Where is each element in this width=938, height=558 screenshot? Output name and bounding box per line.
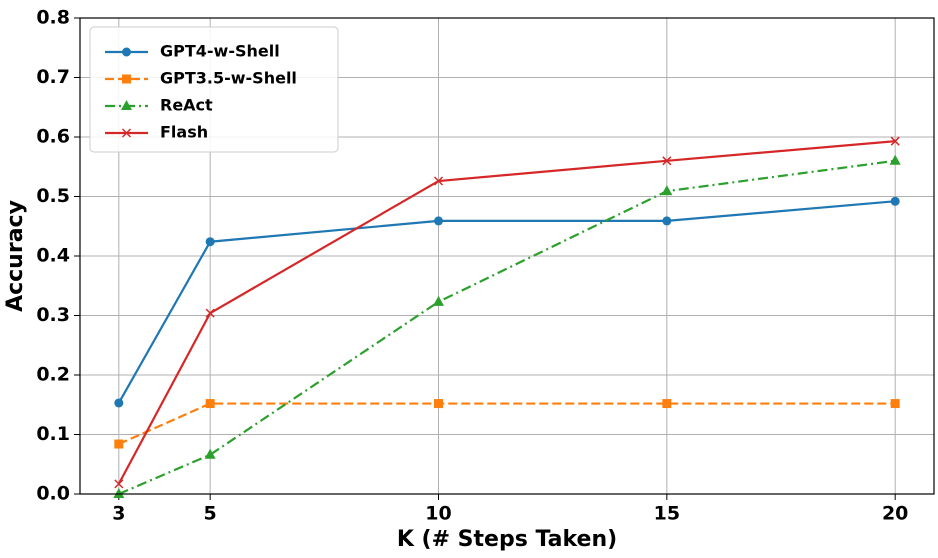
legend-label: GPT3.5-w-Shell <box>160 69 297 88</box>
y-tick-label: 0.3 <box>36 304 70 326</box>
marker <box>432 295 444 306</box>
y-tick-label: 0.7 <box>36 66 70 88</box>
marker <box>205 237 215 247</box>
y-tick-label: 0.4 <box>36 245 70 267</box>
y-tick-label: 0.6 <box>36 126 70 148</box>
series-line <box>117 200 896 404</box>
y-axis-label: Accuracy <box>3 200 28 312</box>
x-tick-label: 20 <box>882 503 908 525</box>
marker <box>114 439 124 449</box>
marker <box>114 479 124 489</box>
y-tick-label: 0.1 <box>36 423 70 445</box>
series-line <box>117 140 896 485</box>
marker <box>662 399 672 409</box>
legend-marker <box>121 128 132 138</box>
legend-marker <box>122 47 131 57</box>
y-tick-label: 0.0 <box>36 483 70 505</box>
x-tick-label: 10 <box>425 503 451 525</box>
marker <box>890 196 900 206</box>
legend-marker <box>121 100 132 110</box>
legend-label: Flash <box>160 123 208 142</box>
y-tick-label: 0.5 <box>36 185 70 207</box>
marker <box>433 216 443 226</box>
plot <box>113 136 901 498</box>
legend: GPT4-w-Shell GPT3.5-w-Shell ReAct Flash <box>89 26 339 153</box>
marker <box>204 448 216 459</box>
marker <box>890 136 900 146</box>
marker <box>890 399 900 409</box>
marker <box>433 176 444 186</box>
marker <box>114 398 124 408</box>
x-tick-label: 3 <box>112 503 125 525</box>
y-tick-label: 0.2 <box>36 364 70 386</box>
axes-frame <box>79 17 935 495</box>
marker <box>662 216 672 226</box>
legend-box <box>89 26 339 153</box>
legend-label: GPT4-w-Shell <box>160 42 280 61</box>
marker <box>661 185 673 196</box>
marker <box>205 308 215 318</box>
x-tick-label: 5 <box>204 503 217 525</box>
x-axis-label: K (# Steps Taken) <box>397 527 617 552</box>
marker <box>433 399 443 409</box>
legend-marker <box>122 74 131 84</box>
marker <box>205 399 215 409</box>
marker <box>889 154 901 165</box>
legend-label: ReAct <box>160 96 213 115</box>
x-tick-label: 15 <box>654 503 680 525</box>
y-tick-label: 0.8 <box>36 7 70 29</box>
marker <box>662 156 672 166</box>
marker <box>113 488 125 498</box>
